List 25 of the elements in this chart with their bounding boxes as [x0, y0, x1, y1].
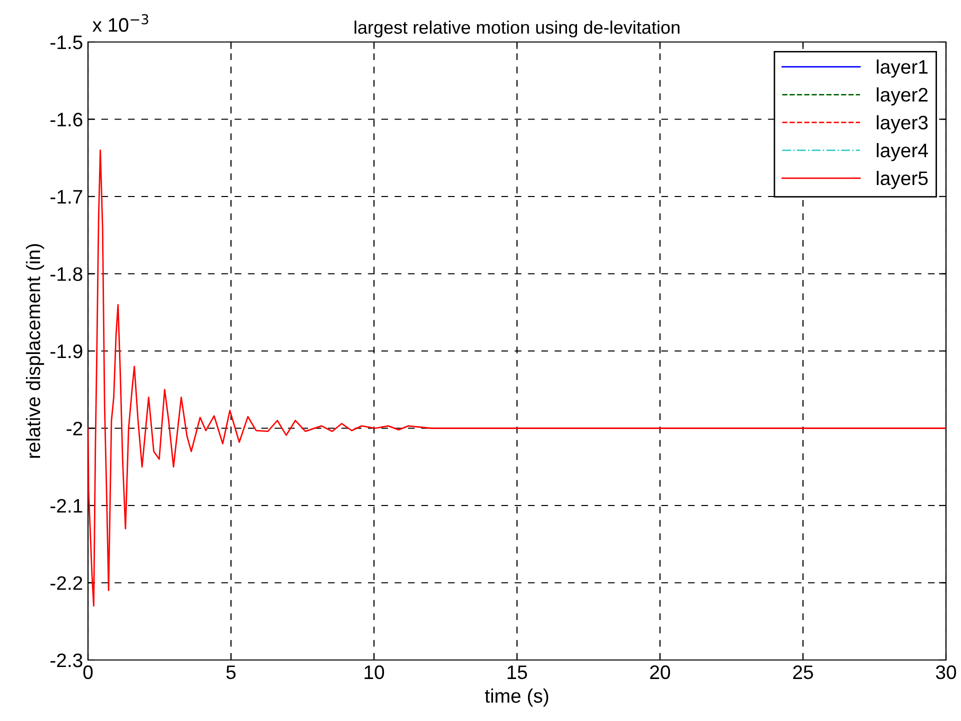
y-tick-label: -1.8: [50, 267, 82, 281]
y-tick-label: -1.5: [50, 36, 82, 50]
legend-label: layer1: [876, 60, 928, 78]
y-tick-label: -2.1: [50, 498, 82, 513]
y-tick-label: -2.2: [50, 576, 82, 590]
x-axis-title: time (s): [484, 688, 548, 707]
y-tick-label: -2: [66, 422, 82, 436]
x-tick-label: 0: [83, 665, 93, 680]
x-tick-label: 15: [508, 666, 527, 680]
chart-title: largest relative motion using de-levitation: [354, 20, 680, 38]
y-tick-label: -2.3: [50, 653, 82, 668]
x-tick-label: 25: [793, 665, 813, 680]
y-tick-label: -1.9: [50, 344, 82, 358]
y-tick-label: -1.7: [50, 190, 82, 204]
x-tick-label: 10: [364, 665, 384, 680]
text: x 10$^{−3}$: [92, 14, 148, 32]
legend-label: layer4: [876, 143, 928, 162]
legend-label: layer3: [876, 115, 928, 134]
y-axis-title: relative displacement (in): [26, 244, 44, 458]
legend-label: layer2: [876, 87, 928, 106]
legend-label: layer5: [876, 170, 928, 190]
x-tick-label: 30: [936, 665, 956, 680]
x-tick-label: 5: [226, 666, 236, 680]
y-tick-label: -1.6: [50, 112, 82, 126]
x-tick-label: 20: [650, 665, 670, 680]
